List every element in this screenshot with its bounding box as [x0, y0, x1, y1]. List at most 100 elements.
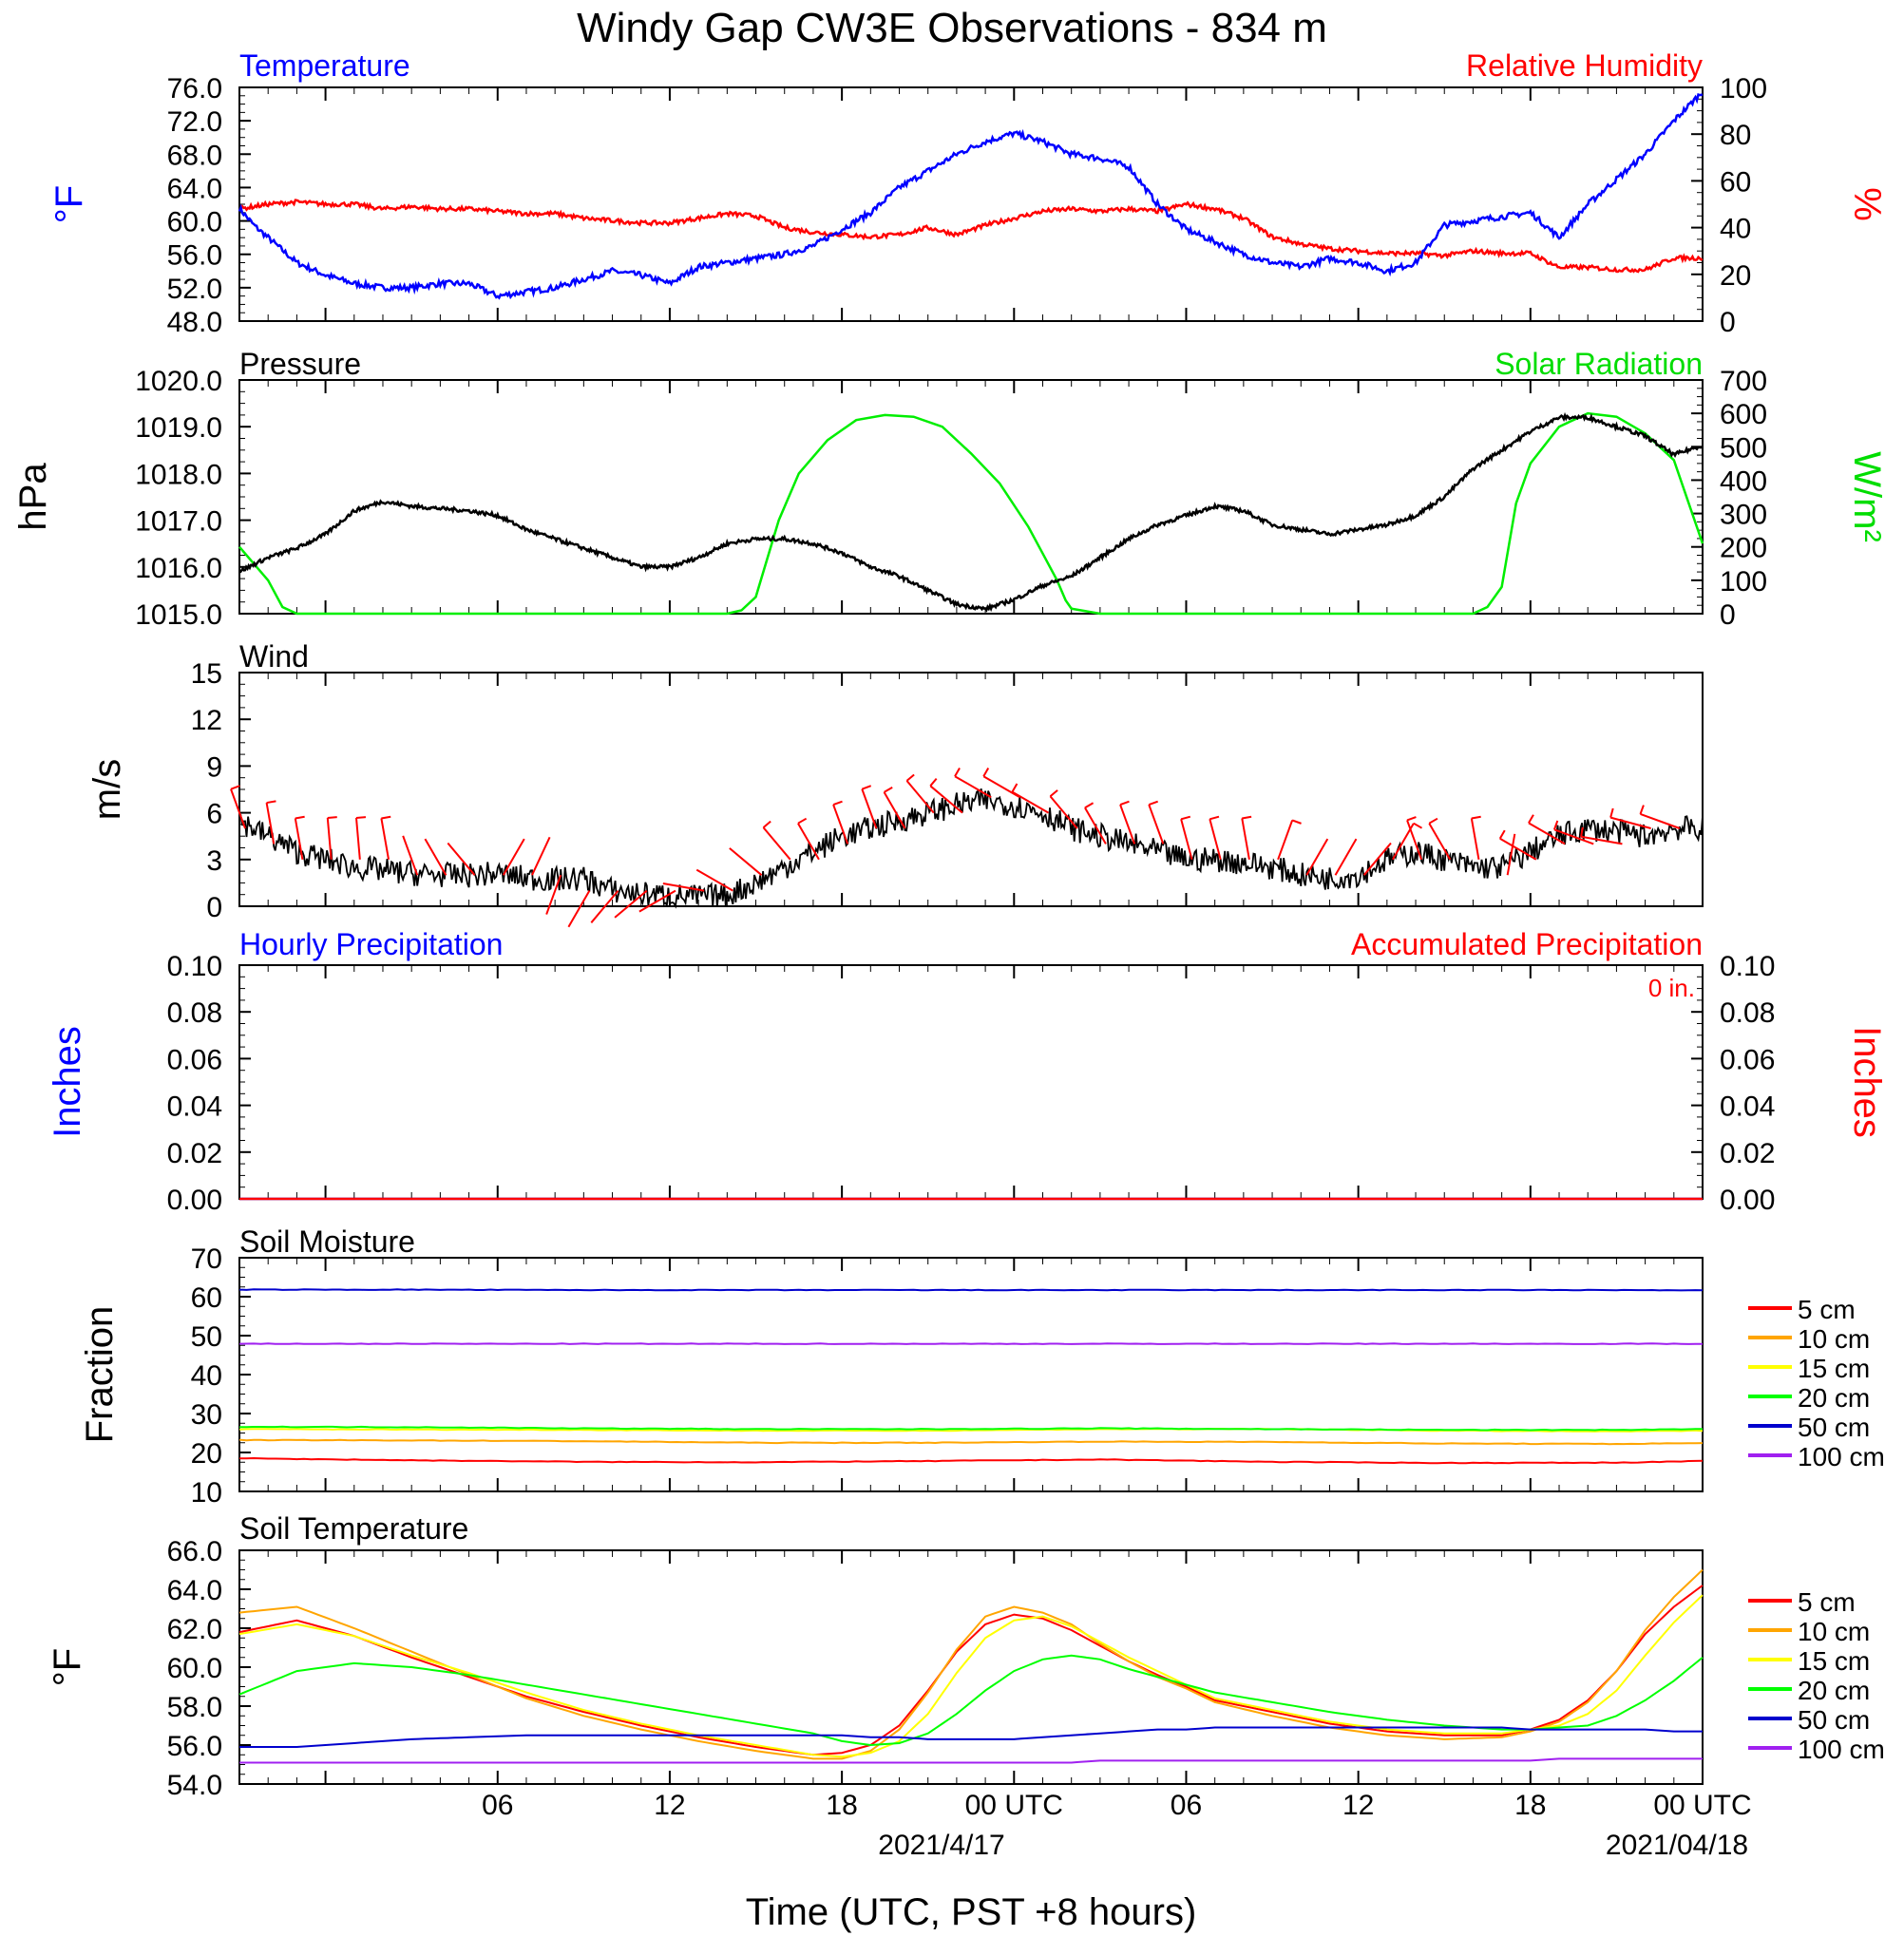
- wind-barb-flag: [355, 816, 367, 819]
- wind-barb-flag: [1119, 800, 1130, 806]
- wind-barb-staff: [531, 836, 551, 876]
- panel-frame: [238, 964, 1704, 1200]
- panel-pressure-solar: Pressure Solar Radiation hPa W/m² 1020.0…: [12, 347, 1888, 631]
- y-tick-label: 0.06: [167, 1044, 222, 1075]
- y-tick-label: 0.00: [1720, 1185, 1775, 1216]
- y-tick-label: 60.0: [167, 1653, 222, 1684]
- soil-moisture-unit: Fraction: [79, 1306, 121, 1444]
- panel-soil-temperature: Soil Temperature °F 66.0 64.0 62.0 60.0 58.0…: [47, 1511, 1885, 1801]
- soil-line-10cm: [238, 1438, 1704, 1446]
- panel-frame: [238, 1257, 1704, 1492]
- wind-barb-staff: [502, 838, 525, 876]
- y-tick-label: 0.04: [167, 1091, 222, 1123]
- soil-temperature-title: Soil Temperature: [239, 1511, 468, 1546]
- x-tick-label: 06: [482, 1790, 513, 1821]
- legend-label: 5 cm: [1798, 1587, 1856, 1617]
- y-tick-label: 52.0: [167, 274, 222, 305]
- hourly-precip-title: Hourly Precipitation: [239, 927, 503, 961]
- x-ticks: [238, 87, 1704, 321]
- y-tick-label: 20: [1720, 260, 1751, 292]
- soil-line-5cm: [238, 1456, 1704, 1465]
- soil-line-100cm: [238, 1342, 1704, 1345]
- soil-line-50cm: [239, 1726, 1703, 1748]
- wind-barb-flag: [1639, 805, 1645, 815]
- x-tick-label: 12: [654, 1790, 685, 1821]
- date-label-2: 2021/04/18: [1606, 1830, 1748, 1861]
- y-tick-label: 80: [1720, 120, 1751, 151]
- y-tick-label: 58.0: [167, 1692, 222, 1723]
- legend-label: 50 cm: [1798, 1413, 1870, 1442]
- legend-label: 15 cm: [1798, 1354, 1870, 1383]
- pressure-line: [238, 411, 1704, 613]
- wind-barb-flag: [797, 817, 808, 825]
- legend-label: 100 cm: [1798, 1735, 1885, 1764]
- wind-barb-staff: [1305, 838, 1329, 876]
- y-tick-label: 3: [206, 845, 222, 877]
- hourly-precip-axis: 0.10 0.08 0.06 0.04 0.02 0.00: [167, 951, 251, 1216]
- y-tick-label: 64.0: [167, 1575, 222, 1606]
- wind-barb-staff: [861, 788, 878, 829]
- panel-temp-rh: Temperature Relative Humidity °F % 76.07…: [48, 48, 1888, 338]
- wind-barb-flag: [1580, 826, 1584, 837]
- figure-title: Windy Gap CW3E Observations - 834 m: [577, 5, 1327, 51]
- y-tick-label: 66.0: [167, 1536, 222, 1567]
- y-tick-label: 54.0: [167, 1770, 222, 1801]
- panel-frame: [238, 1549, 1704, 1785]
- precip-left-unit: Inches: [47, 1026, 88, 1138]
- y-tick-label: 0: [206, 892, 222, 923]
- wind-barb-staff: [1241, 818, 1250, 860]
- legend-label: 20 cm: [1798, 1676, 1870, 1705]
- wind-barb-staff: [797, 823, 820, 861]
- wind-barb-flag: [1406, 816, 1417, 822]
- soil-line-15cm: [238, 1594, 1704, 1758]
- wind-barb-staff: [230, 788, 246, 829]
- y-tick-label: 64.0: [167, 173, 222, 204]
- wind-barb-flag: [1180, 815, 1191, 821]
- wind-barb-staff: [1180, 819, 1193, 861]
- wind-barb-staff: [1506, 833, 1516, 876]
- wind-barb-flag: [954, 768, 961, 777]
- wind-barb-flag: [1242, 815, 1252, 820]
- y-tick-label: 70: [191, 1243, 222, 1275]
- wind-barb-flag: [1011, 783, 1019, 793]
- y-tick-label: 0: [1720, 307, 1736, 338]
- panel-wind: Wind m/s 15 12 9 6 3 0: [86, 639, 1704, 928]
- y-tick-label: 1015.0: [135, 599, 222, 631]
- soil-temperature-lines: [238, 1568, 1704, 1764]
- y-tick-label: 0.04: [1720, 1091, 1775, 1123]
- accum-precip-total: 0 in.: [1648, 974, 1695, 1002]
- wind-barb-staff: [1553, 828, 1594, 845]
- temperature-unit: °F: [48, 185, 90, 223]
- wind-barb-staff: [447, 842, 476, 876]
- wind-barb-staff: [1470, 818, 1480, 860]
- legend-label: 10 cm: [1798, 1324, 1870, 1354]
- temperature-line: [238, 92, 1704, 300]
- y-tick-label: 0.08: [167, 997, 222, 1029]
- wind-barb-staff: [326, 817, 333, 860]
- wind-barb-staff: [832, 804, 849, 845]
- wind-barb-flag: [929, 778, 938, 787]
- panel-precip: Hourly Precipitation Accumulated Precipi…: [47, 927, 1888, 1216]
- wind-barb-staff: [590, 889, 619, 923]
- wind-barb-flag: [884, 787, 893, 793]
- y-tick-label: 20: [191, 1438, 222, 1470]
- soil-line-100cm: [239, 1757, 1703, 1764]
- pressure-unit: hPa: [12, 463, 54, 531]
- wind-barb-staff: [424, 838, 447, 876]
- temperature-title: Temperature: [239, 48, 410, 83]
- y-tick-label: 0.00: [167, 1185, 222, 1216]
- wind-barb-flag: [762, 820, 771, 828]
- wind-barb-staff: [729, 847, 763, 876]
- legend-label: 10 cm: [1798, 1617, 1870, 1646]
- y-tick-label: 10: [191, 1477, 222, 1509]
- wind-barb-flag: [1209, 815, 1220, 821]
- x-axis-labels: 06 12 18 00 UTC 06 12 18 00 UTC: [482, 1790, 1752, 1821]
- wind-barb-flag: [861, 785, 872, 790]
- wind-barb-flag: [1528, 814, 1534, 824]
- accum-precip-title: Accumulated Precipitation: [1351, 927, 1703, 961]
- soil-line-20cm: [238, 1425, 1703, 1432]
- wind-barb-flag: [1049, 789, 1058, 798]
